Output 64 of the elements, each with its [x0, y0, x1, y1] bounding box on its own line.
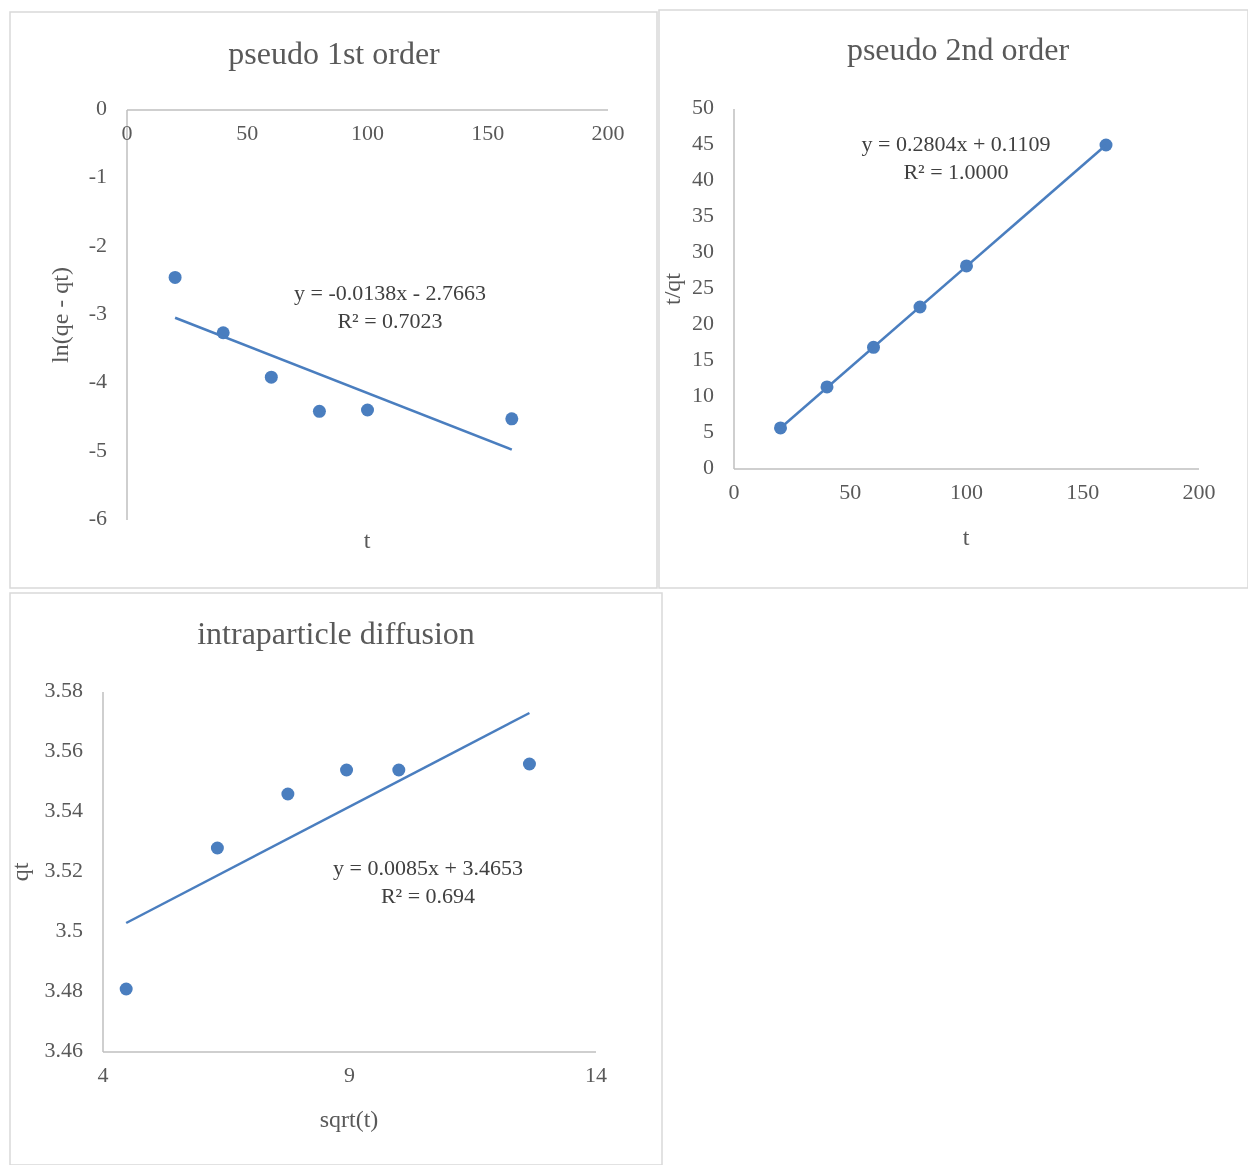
y-tick-label: 3.46	[44, 1037, 83, 1063]
x-axis-title: t	[363, 527, 371, 553]
y-tick-label: 3.56	[44, 737, 83, 763]
y-axis-title: t/qt	[658, 272, 685, 306]
y-tick-label: 45	[692, 130, 714, 156]
x-tick-label: 0	[121, 120, 133, 145]
y-tick-label: -6	[88, 505, 107, 531]
annotation: y = -0.0138x - 2.7663	[293, 280, 487, 305]
y-tick-label: 3.5	[55, 917, 83, 943]
x-tick-label: 200	[591, 120, 625, 145]
y-tick-label: 40	[692, 166, 714, 192]
point	[392, 763, 406, 777]
annotation: y = 0.0085x + 3.4653	[333, 855, 523, 880]
x-tick-label: 100	[351, 120, 384, 145]
y-tick-label: 25	[692, 274, 714, 300]
y-tick-label: 3.52	[44, 857, 83, 883]
x-axis-title: sqrt(t)	[319, 1106, 379, 1132]
annotation: R² = 0.7023	[337, 308, 443, 333]
y-tick-label: 30	[692, 238, 714, 264]
point	[119, 982, 133, 996]
y-tick-label: 3.58	[44, 677, 83, 703]
y-tick-label: -5	[88, 436, 107, 462]
y-tick-label: 10	[692, 382, 714, 408]
x-tick-label: 200	[1182, 479, 1216, 504]
x-tick-label: 150	[471, 120, 505, 145]
y-tick-label: -2	[88, 231, 107, 257]
y-tick-label: 20	[692, 310, 714, 336]
y-axis-title: ln(qe - qt)	[46, 267, 73, 363]
point	[361, 403, 374, 417]
y-tick-label: 3.54	[44, 797, 83, 823]
x-tick-label: 150	[1066, 479, 1100, 504]
annotation: R² = 1.0000	[903, 159, 1009, 184]
y-tick-label: 50	[692, 94, 714, 120]
x-tick-label: 50	[839, 479, 862, 504]
point	[281, 787, 295, 801]
point	[264, 370, 278, 384]
point	[210, 841, 224, 855]
chart-title: intraparticle diffusion	[197, 615, 475, 652]
point	[522, 757, 536, 771]
x-tick-label: 50	[236, 120, 259, 145]
x-tick-label: 0	[728, 479, 740, 504]
y-tick-label: -4	[88, 368, 107, 394]
point	[505, 412, 519, 426]
point	[312, 404, 326, 418]
x-tick-label: 14	[585, 1062, 607, 1087]
y-tick-label: 35	[692, 202, 714, 228]
y-tick-label: 0	[703, 454, 714, 480]
y-axis-title: qt	[6, 862, 33, 882]
x-tick-label: 4	[97, 1062, 109, 1087]
y-tick-label: 15	[692, 346, 714, 372]
x-tick-label: 9	[344, 1062, 355, 1087]
y-tick-label: 5	[703, 418, 714, 444]
y-tick-label: -3	[88, 300, 107, 326]
point	[340, 763, 354, 777]
annotation: R² = 0.694	[380, 883, 476, 908]
chart-title: pseudo 2nd order	[846, 31, 1070, 68]
x-tick-label: 100	[950, 479, 983, 504]
y-tick-label: -1	[88, 163, 107, 189]
y-tick-label: 3.48	[44, 977, 83, 1003]
annotation: y = 0.2804x + 0.1109	[861, 131, 1051, 156]
y-tick-label: 0	[96, 95, 107, 121]
x-axis-title: t	[962, 524, 970, 550]
chart-title: pseudo 1st order	[228, 35, 441, 72]
point	[168, 270, 182, 284]
